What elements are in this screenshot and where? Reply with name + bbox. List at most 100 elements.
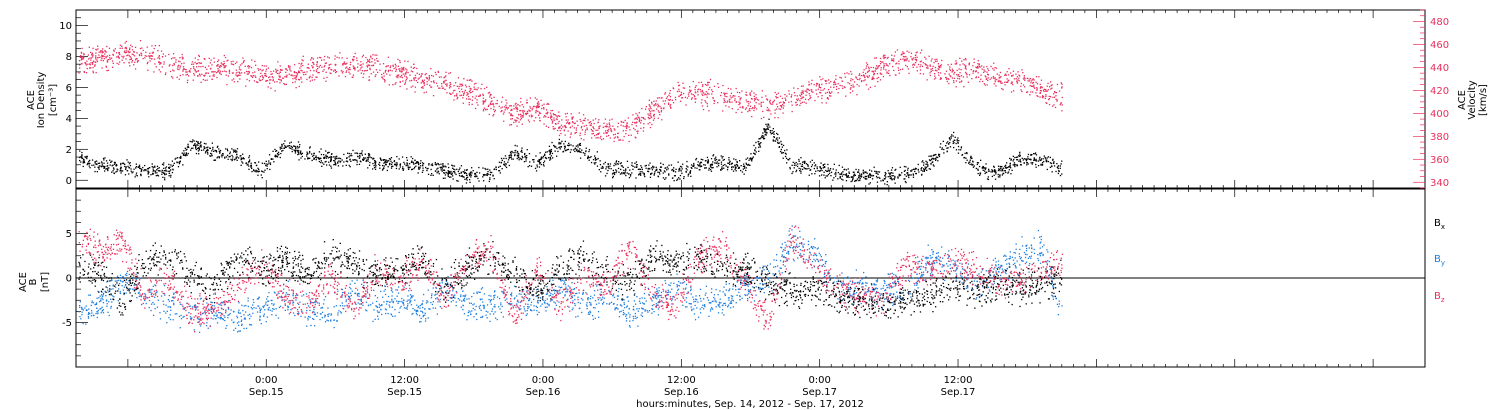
density-point xyxy=(1021,157,1023,159)
velocity-point xyxy=(425,91,427,93)
density-point xyxy=(164,177,166,179)
velocity-point xyxy=(940,77,942,79)
density-point xyxy=(532,159,534,161)
velocity-point xyxy=(937,72,940,74)
velocity-point xyxy=(559,130,561,132)
density-point xyxy=(632,165,634,167)
velocity-point xyxy=(516,125,518,127)
velocity-point xyxy=(379,63,381,65)
density-point xyxy=(917,169,919,171)
velocity-point xyxy=(679,94,682,96)
density-point xyxy=(293,145,295,147)
velocity-point xyxy=(883,54,885,56)
velocity-point xyxy=(1020,85,1022,87)
density-point xyxy=(231,159,233,162)
density-point xyxy=(772,139,774,141)
velocity-point xyxy=(422,81,425,83)
density-point xyxy=(474,172,477,175)
density-point xyxy=(248,160,251,162)
velocity-point xyxy=(751,90,753,92)
velocity-point xyxy=(356,59,358,62)
density-point xyxy=(128,173,130,175)
density-point xyxy=(538,160,540,162)
velocity-point xyxy=(683,92,685,95)
density-point xyxy=(856,179,858,182)
density-point xyxy=(539,152,541,154)
density-point xyxy=(235,156,237,158)
density-point xyxy=(197,144,199,146)
density-point xyxy=(848,176,850,179)
density-point xyxy=(884,183,886,185)
density-point xyxy=(107,169,109,171)
density-point xyxy=(386,169,388,172)
velocity-point xyxy=(655,100,657,102)
density-point xyxy=(844,168,846,170)
velocity-point xyxy=(828,88,830,91)
density-point xyxy=(297,147,299,149)
velocity-point xyxy=(635,112,637,115)
velocity-point xyxy=(875,67,877,69)
velocity-point xyxy=(126,54,128,57)
velocity-point xyxy=(894,51,896,53)
density-point xyxy=(858,177,860,179)
density-point xyxy=(596,158,598,161)
density-point xyxy=(349,158,351,160)
density-point xyxy=(1030,158,1032,161)
density-point xyxy=(147,171,149,173)
velocity-point xyxy=(194,69,196,71)
density-point xyxy=(83,160,85,162)
velocity-point xyxy=(270,70,272,73)
velocity-point xyxy=(138,54,141,56)
velocity-point xyxy=(867,76,869,79)
velocity-point xyxy=(1053,104,1055,106)
velocity-point xyxy=(978,65,981,68)
density-point xyxy=(1037,160,1040,162)
velocity-point xyxy=(365,57,367,59)
density-point xyxy=(538,166,541,168)
velocity-point xyxy=(749,94,752,96)
density-point xyxy=(420,165,422,167)
density-point xyxy=(389,163,391,165)
density-point xyxy=(471,167,473,169)
density-point xyxy=(826,175,829,177)
density-point xyxy=(999,165,1001,168)
density-point xyxy=(540,158,542,160)
density-point xyxy=(1058,170,1060,172)
density-point xyxy=(109,159,111,161)
density-point xyxy=(611,173,614,175)
velocity-point xyxy=(1011,81,1013,83)
velocity-point xyxy=(1034,87,1036,89)
velocity-point xyxy=(864,79,866,81)
density-point xyxy=(231,154,233,157)
density-point xyxy=(658,171,660,174)
density-point xyxy=(187,143,189,145)
velocity-point xyxy=(872,76,874,78)
velocity-point xyxy=(1016,81,1018,83)
velocity-point xyxy=(348,69,350,71)
density-point xyxy=(240,155,242,157)
velocity-point xyxy=(863,80,865,82)
density-point xyxy=(351,155,353,157)
velocity-point xyxy=(336,56,338,58)
density-point xyxy=(192,147,194,149)
velocity-point xyxy=(796,98,798,100)
velocity-point xyxy=(1041,86,1043,88)
density-point xyxy=(1016,165,1018,167)
density-point xyxy=(1058,170,1060,173)
velocity-point xyxy=(316,76,318,78)
velocity-point xyxy=(400,74,403,77)
density-point xyxy=(1034,152,1037,154)
velocity-point xyxy=(802,85,804,87)
velocity-point xyxy=(392,65,394,67)
density-point xyxy=(448,172,450,175)
density-point xyxy=(408,168,410,170)
density-point xyxy=(905,175,907,177)
velocity-point xyxy=(956,74,958,76)
density-point xyxy=(232,149,235,151)
velocity-point xyxy=(483,107,486,109)
velocity-point xyxy=(672,88,675,90)
velocity-point xyxy=(523,110,526,112)
density-point xyxy=(567,148,570,151)
density-point xyxy=(422,169,424,172)
velocity-point xyxy=(563,130,565,132)
